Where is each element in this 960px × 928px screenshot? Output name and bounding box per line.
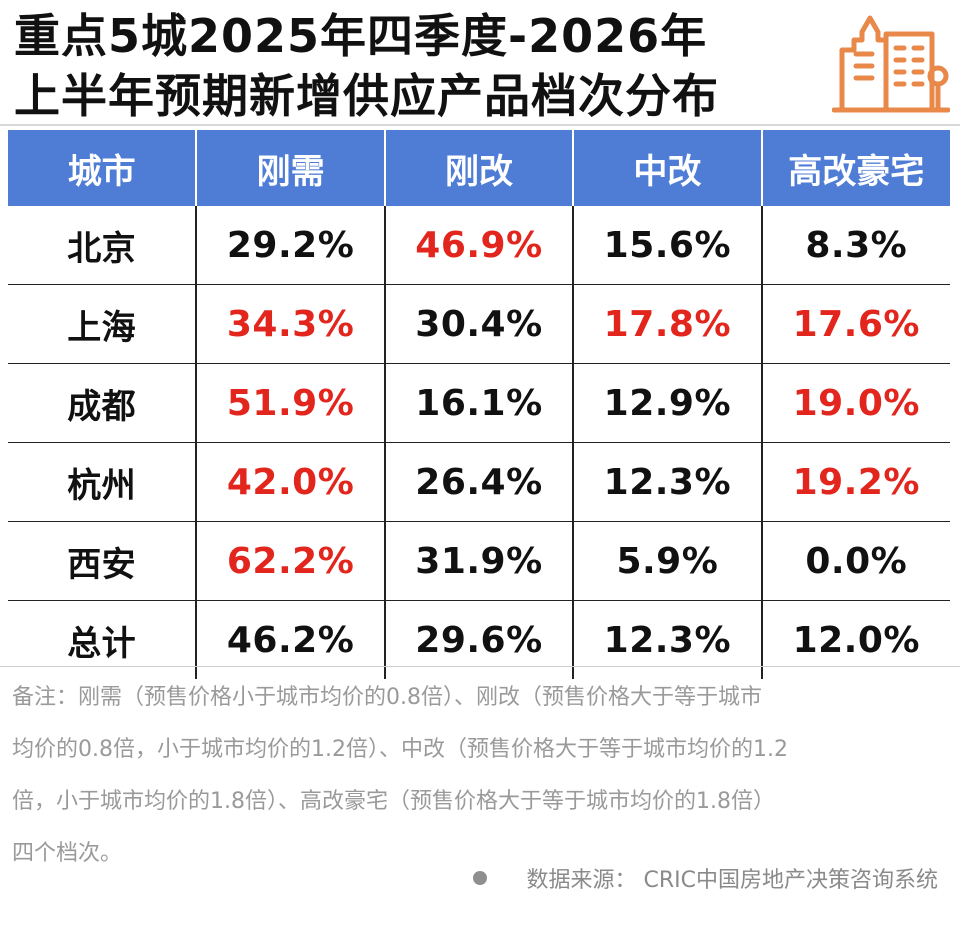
cell-gangxu: 62.2%	[195, 521, 385, 601]
title-divider	[0, 124, 960, 126]
cell-gaogai: 12.0%	[760, 600, 950, 679]
cell-ganggai: 46.9%	[383, 206, 574, 285]
table-header-row: 城市 刚需 刚改 中改 高改豪宅	[8, 130, 950, 206]
cell-gaogai: 17.6%	[760, 284, 950, 364]
cell-gaogai: 19.2%	[760, 442, 950, 522]
data-source: 数据来源： CRIC中国房地产决策咨询系统	[472, 862, 939, 894]
cell-gangxu: 51.9%	[195, 363, 385, 443]
source-text: 数据来源： CRIC中国房地产决策咨询系统	[526, 868, 939, 893]
table-row: 北京 29.2% 46.9% 15.6% 8.3%	[8, 206, 950, 285]
cell-ganggai: 31.9%	[383, 521, 574, 601]
cell-zhonggai: 5.9%	[572, 521, 762, 601]
data-table: 城市 刚需 刚改 中改 高改豪宅 北京 29.2% 46.9% 15.6% 8.3% 上海…	[8, 130, 950, 679]
cell-gangxu: 34.3%	[195, 284, 385, 364]
cell-city: 北京	[67, 228, 137, 269]
notes-divider	[0, 666, 960, 667]
title-line-2: 上半年预期新增供应产品档次分布	[14, 69, 719, 123]
cell-city: 上海	[8, 284, 197, 364]
cell-zhonggai: 12.3%	[572, 600, 762, 679]
notes: 备注：刚需（预售价格小于城市均价的0.8倍）、刚改（预售价格大于等于城市 均价的…	[12, 672, 942, 880]
note-line: 均价的0.8倍，小于城市均价的1.2倍）、中改（预售价格大于等于城市均价的1.2	[12, 737, 788, 762]
cell-zhonggai: 12.9%	[572, 363, 762, 443]
col-header-gaogai: 高改豪宅	[760, 130, 950, 206]
cell-ganggai: 16.1%	[383, 363, 574, 443]
title-line-1: 重点5城2025年四季度-2026年	[14, 9, 708, 63]
cell-ganggai: 30.4%	[383, 284, 574, 364]
cell-city: 总计	[8, 600, 197, 679]
table-body: 北京 29.2% 46.9% 15.6% 8.3% 上海 34.3% 30.4% 17.8% 17…	[8, 206, 950, 679]
cell-gangxu: 29.2%	[195, 206, 385, 285]
col-header-gangxu: 刚需	[195, 130, 385, 206]
cell-ganggai: 26.4%	[383, 442, 574, 522]
cell-city: 成都	[8, 363, 197, 443]
cell-gaogai: 8.3%	[760, 206, 950, 285]
cell-city: 西安	[8, 521, 197, 601]
note-line: 倍，小于城市均价的1.8倍）、高改豪宅（预售价格大于等于城市均价的1.8倍）	[12, 789, 775, 814]
table-row: 杭州 42.0% 26.4% 12.3% 19.2%	[8, 442, 950, 522]
col-header-zhonggai: 中改	[572, 130, 762, 206]
note-line: 备注：刚需（预售价格小于城市均价的0.8倍）、刚改（预售价格大于等于城市	[12, 685, 762, 710]
cell-gaogai: 0.0%	[760, 521, 950, 601]
cell-city: 杭州	[8, 442, 197, 522]
city-buildings-icon	[832, 15, 950, 113]
cell-ganggai: 29.6%	[383, 600, 574, 679]
page-title: 重点5城2025年四季度-2026年 上半年预期新增供应产品档次分布	[14, 6, 814, 126]
table-row: 成都 51.9% 16.1% 12.9% 19.0%	[8, 363, 950, 443]
table-row: 总计 46.2% 29.6% 12.3% 12.0%	[8, 600, 950, 679]
cell-zhonggai: 15.6%	[572, 206, 762, 285]
table-row: 上海 34.3% 30.4% 17.8% 17.6%	[8, 284, 950, 364]
col-header-city: 城市	[8, 130, 197, 206]
cell-zhonggai: 12.3%	[572, 442, 762, 522]
cell-zhonggai: 17.8%	[572, 284, 762, 364]
cell-gangxu: 46.2%	[195, 600, 385, 679]
col-header-ganggai: 刚改	[383, 130, 574, 206]
cell-gangxu: 42.0%	[195, 442, 385, 522]
table-row: 西安 62.2% 31.9% 5.9% 0.0%	[8, 521, 950, 601]
cell-gaogai: 19.0%	[760, 363, 950, 443]
bullet-dot-icon	[472, 871, 487, 885]
note-line: 四个档次。	[12, 841, 123, 866]
